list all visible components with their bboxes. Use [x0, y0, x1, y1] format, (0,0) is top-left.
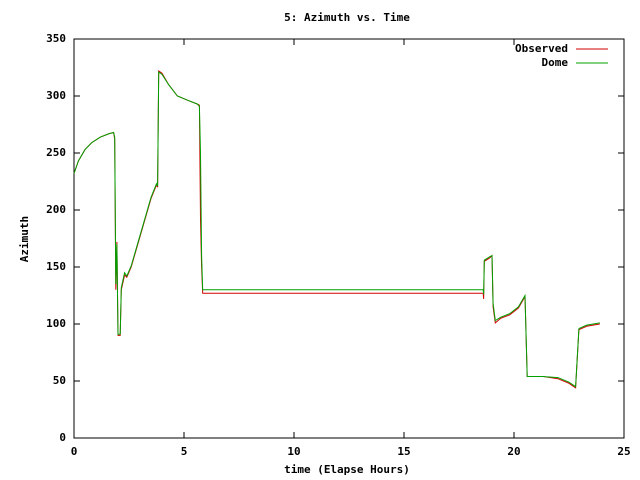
- y-tick-label: 300: [46, 89, 66, 102]
- x-tick-label: 25: [617, 445, 630, 458]
- y-tick-label: 0: [59, 431, 66, 444]
- x-tick-label: 5: [181, 445, 188, 458]
- y-tick-label: 350: [46, 32, 66, 45]
- y-tick-label: 150: [46, 260, 66, 273]
- x-axis-label: time (Elapse Hours): [284, 463, 410, 476]
- legend-label: Observed: [515, 42, 568, 55]
- data-line: [73, 69, 600, 389]
- x-tick-label: 0: [71, 445, 78, 458]
- x-tick-label: 20: [507, 445, 520, 458]
- legend-label: Dome: [542, 56, 569, 69]
- y-axis-label: Azimuth: [18, 216, 31, 262]
- data-line: [73, 71, 600, 388]
- y-tick-label: 200: [46, 203, 66, 216]
- y-tick-label: 100: [46, 317, 66, 330]
- x-tick-label: 15: [397, 445, 410, 458]
- chart-title: 5: Azimuth vs. Time: [284, 11, 410, 24]
- y-tick-label: 250: [46, 146, 66, 159]
- y-tick-label: 50: [53, 374, 66, 387]
- x-tick-label: 10: [287, 445, 300, 458]
- plot-frame: [73, 38, 625, 439]
